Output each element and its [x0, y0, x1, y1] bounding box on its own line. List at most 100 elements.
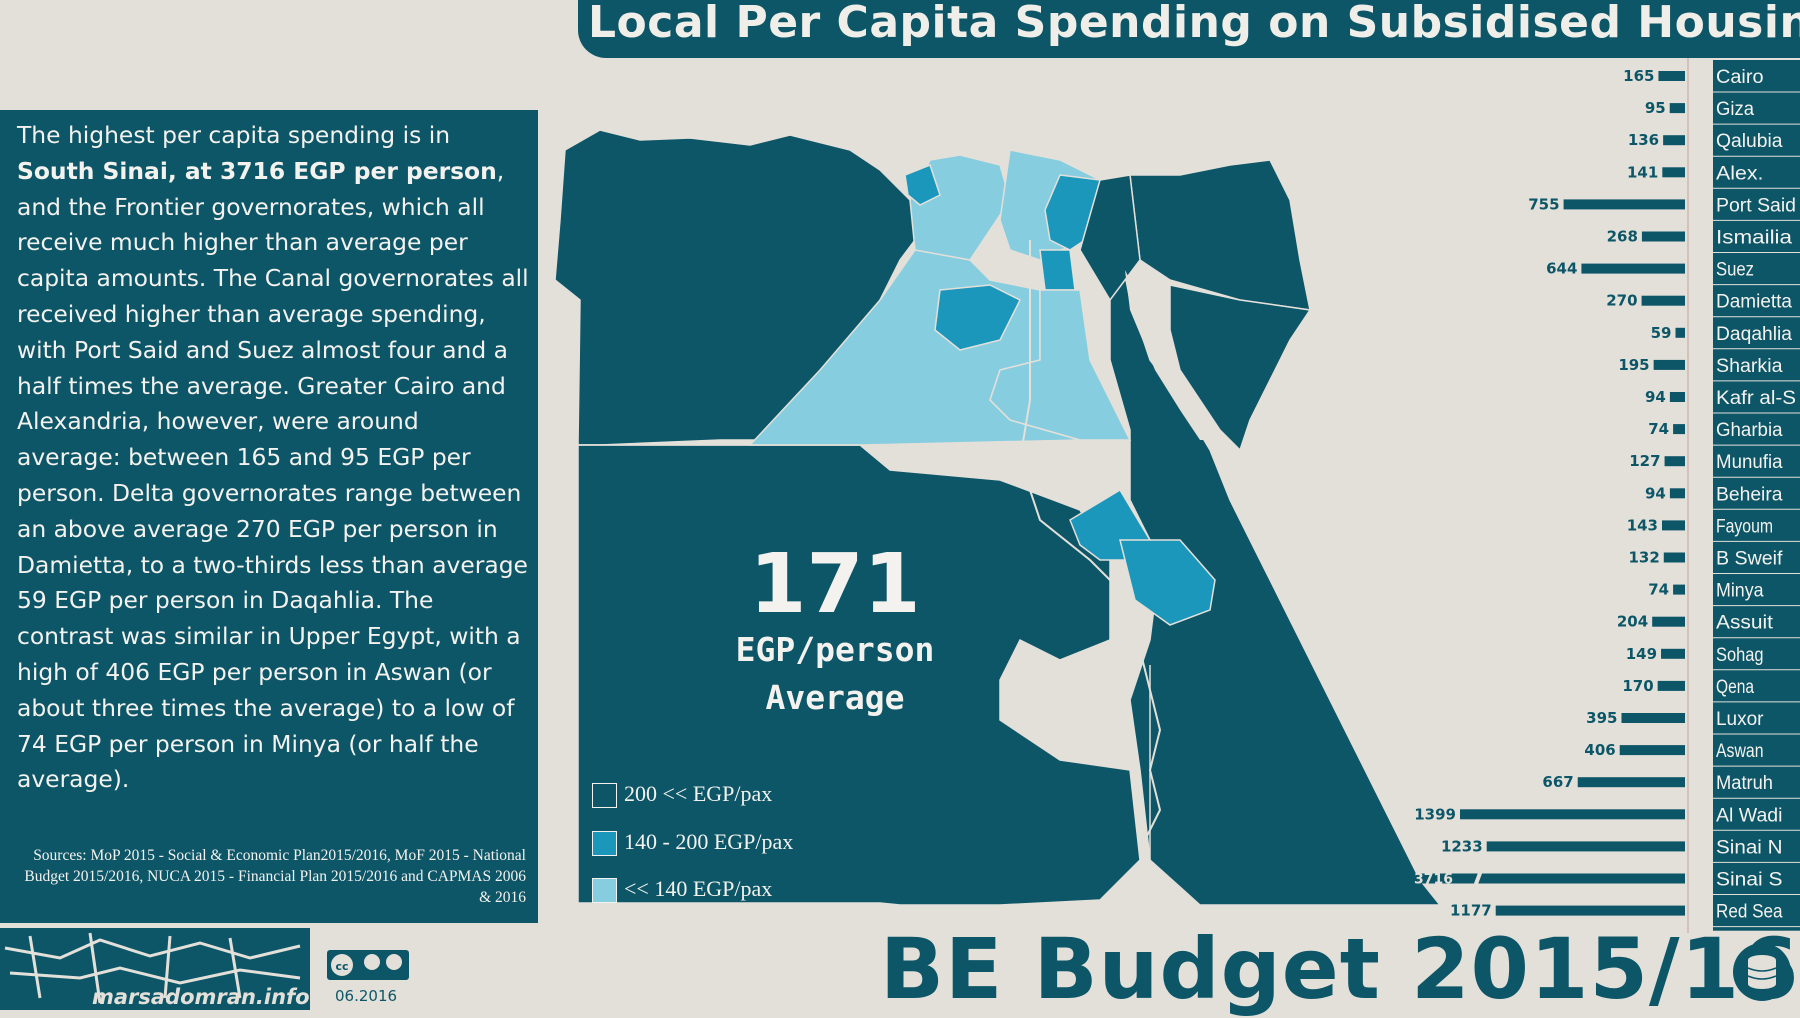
description-highlight: South Sinai, at 3716 EGP per person [17, 156, 497, 185]
bar-24 [1486, 841, 1685, 852]
bar-category-label: Cairo [1716, 67, 1764, 88]
bar-8 [1675, 327, 1685, 338]
nile-line [1018, 240, 1162, 851]
bar-category-label: Sohag [1716, 645, 1764, 666]
bar-21 [1619, 745, 1685, 756]
footer-title: BE Budget 2015/16 [880, 920, 1800, 1018]
description-body: , and the Frontier governorates, which a… [17, 156, 529, 794]
legend-swatch-mid [592, 831, 617, 856]
bar-value-label: 141 [1627, 163, 1658, 181]
bar-value-label: 1177 [1450, 902, 1492, 920]
average-unit: EGP/person [735, 630, 935, 669]
bar-16 [1673, 584, 1685, 595]
bar-value-label: 1233 [1441, 837, 1483, 855]
bar-category-label: Sinai N [1716, 837, 1783, 858]
bar-17 [1652, 616, 1685, 627]
average-value: 171 [749, 537, 921, 632]
bar-value-label: 755 [1528, 195, 1559, 213]
sources-note: Sources: MoP 2015 - Social & Economic Pl… [24, 847, 526, 906]
region-sinai-south [1169, 284, 1312, 452]
bar-category-label: Gharbia [1716, 420, 1783, 441]
bar-19 [1657, 680, 1685, 691]
bar-value-label: 132 [1628, 549, 1659, 567]
region-damietta [904, 164, 941, 206]
bar-value-label: 170 [1622, 677, 1653, 695]
site-url[interactable]: marsadomran.info [92, 985, 310, 1009]
bar-5 [1641, 231, 1685, 242]
bar-value-label: 94 [1645, 388, 1666, 406]
bar-category-label: Beheira [1716, 484, 1783, 505]
bar-category-label: Minya [1716, 581, 1764, 602]
logo [0, 928, 318, 1010]
bar-category-label: Luxor [1716, 709, 1764, 730]
bar-value-label: 3716 [1414, 872, 1453, 888]
bar-value-label: 204 [1617, 613, 1648, 631]
bar-category-label: Matruh [1716, 773, 1773, 794]
bar-20 [1621, 713, 1685, 723]
bar-category-label: Port Said [1716, 195, 1796, 216]
bar-value-label: 395 [1586, 709, 1617, 727]
category-label-column [1713, 60, 1800, 931]
bar-category-label: Red Sea [1716, 902, 1783, 923]
bar-category-label: Giza [1716, 99, 1754, 120]
bar-value-label: 270 [1606, 292, 1637, 310]
bar-3 [1662, 167, 1685, 178]
region-fayoum [934, 284, 1022, 351]
bar-category-label: Aswan [1716, 741, 1764, 762]
bar-14 [1662, 520, 1685, 531]
description-text: The highest per capita spending is in So… [17, 118, 529, 798]
bar-7 [1641, 295, 1685, 306]
title-bar: Local Per Capita Spending on Subsidised … [578, 0, 1800, 58]
bar-value-label: 143 [1627, 516, 1658, 534]
bar-25 [1415, 873, 1685, 884]
bar-axis-break [1473, 869, 1483, 888]
bar-2 [1663, 135, 1685, 146]
bar-10 [1669, 392, 1685, 402]
bar-value-label: 74 [1648, 420, 1669, 438]
bar-22 [1577, 777, 1685, 788]
bar-category-label: Damietta [1716, 292, 1792, 313]
gulf-of-suez [1125, 270, 1210, 440]
legend-swatch-high [592, 783, 617, 808]
bar-18 [1661, 648, 1685, 659]
coin-stack-icon [1733, 943, 1791, 1001]
bar-value-label: 127 [1629, 452, 1660, 470]
bar-category-label: Suez [1716, 260, 1754, 281]
region-upper-light [989, 289, 1132, 441]
bar-value-label: 59 [1651, 324, 1672, 342]
region-luxor [1119, 539, 1216, 626]
bar-category-label: Al Wadi [1716, 805, 1783, 826]
description-panel: The highest per capita spending is in So… [0, 110, 538, 923]
bar-26 [1495, 905, 1685, 916]
bar-category-label: Fayoum [1716, 516, 1773, 537]
legend-label-mid: 140 - 200 EGP/pax [624, 829, 794, 854]
bar-12 [1664, 456, 1685, 467]
date-label: 06.2016 [335, 987, 398, 1005]
bar-category-label: Kafr al-S [1716, 388, 1796, 409]
boundary-line [578, 444, 1151, 903]
bar-chart: 165 Cairo 95 Giza 136 Qalubia 141 Alex. 755 Port … [1414, 58, 1800, 933]
average-label: Average [765, 678, 905, 717]
cc-license-icon: cc [327, 950, 409, 980]
bar-category-label: Daqahlia [1716, 324, 1792, 345]
legend-swatch-low [592, 878, 617, 903]
bar-6 [1581, 263, 1685, 274]
legend-label-high: 200 << EGP/pax [624, 781, 773, 806]
bar-value-label: 268 [1607, 228, 1638, 246]
description-intro: The highest per capita spending is in [17, 121, 451, 149]
page-title: Local Per Capita Spending on Subsidised … [588, 0, 1800, 48]
legend-label-low: << 140 EGP/pax [624, 876, 773, 901]
egypt-map [552, 58, 1710, 933]
bar-value-label: 136 [1628, 131, 1659, 149]
bar-11 [1673, 424, 1685, 435]
bar-category-label: Alex. [1716, 163, 1764, 184]
bar-0 [1658, 71, 1685, 81]
bar-15 [1663, 552, 1685, 563]
bar-category-label: Munufia [1716, 452, 1783, 473]
region-al-wadi [577, 444, 1141, 906]
bar-category-label: Qalubia [1716, 131, 1783, 152]
bar-category-label: Sinai S [1716, 870, 1783, 891]
region-suez [1079, 174, 1141, 302]
bar-value-label: 644 [1546, 260, 1577, 278]
bar-1 [1669, 103, 1685, 114]
